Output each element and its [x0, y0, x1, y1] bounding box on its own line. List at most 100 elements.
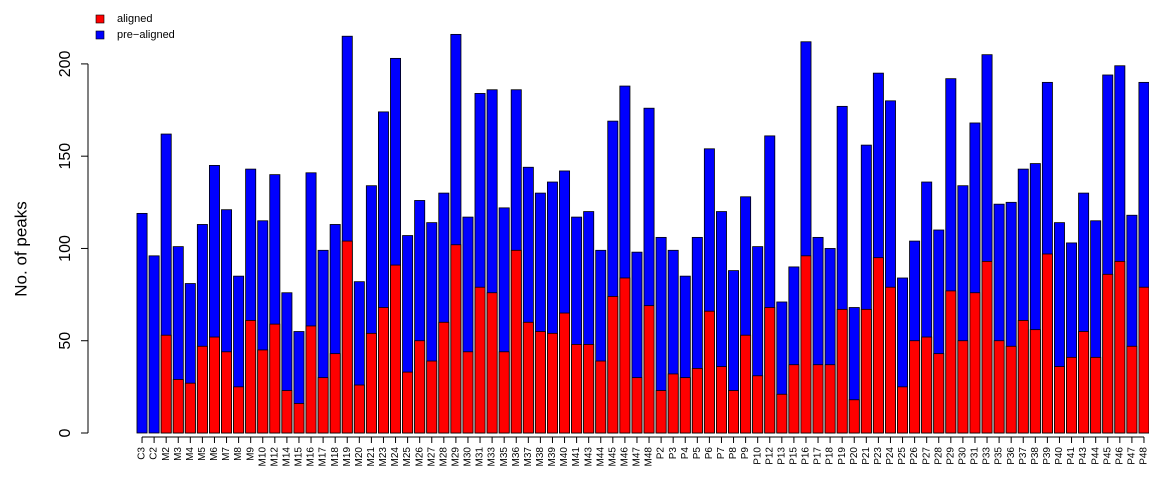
y-axis-label: No. of peaks [11, 201, 30, 296]
bar [607, 296, 619, 434]
bar [1138, 286, 1149, 434]
bar [643, 305, 655, 434]
bar [1126, 345, 1138, 434]
bar [160, 334, 172, 434]
bar [631, 377, 643, 434]
x-tick-label: P31 [970, 447, 981, 465]
bar [438, 321, 450, 434]
bar [257, 349, 269, 434]
bar [522, 321, 534, 434]
x-tick-label: M7 [221, 447, 232, 461]
x-tick-label: M6 [209, 447, 220, 461]
x-tick-label: P21 [861, 447, 872, 465]
bar [848, 399, 860, 434]
bar [715, 366, 727, 434]
x-tick-label: P23 [873, 447, 884, 465]
x-tick-label: M15 [294, 447, 305, 467]
y-tick-label: 200 [57, 50, 74, 77]
bar [559, 312, 571, 434]
bar [1053, 366, 1065, 434]
x-tick-label: P47 [1127, 447, 1138, 465]
x-tick-label: M29 [451, 447, 462, 467]
bar [1102, 273, 1114, 434]
x-tick-label: P16 [801, 447, 812, 465]
bar [269, 323, 281, 434]
x-tick-label: M46 [620, 447, 631, 467]
bar [353, 384, 365, 434]
bar [196, 345, 208, 434]
bar [474, 286, 486, 434]
bar [884, 286, 896, 434]
bar [341, 240, 353, 434]
bar [595, 360, 607, 434]
bar [800, 255, 812, 434]
bar [824, 364, 836, 434]
x-tick-label: M45 [607, 447, 618, 467]
bar [933, 353, 945, 434]
x-tick-label: M30 [463, 447, 474, 467]
bar [909, 340, 921, 434]
y-tick-label: 150 [57, 143, 74, 170]
x-tick-label: P30 [958, 447, 969, 465]
x-tick-label: P41 [1066, 447, 1077, 465]
x-tick-label: M21 [366, 447, 377, 467]
bar [1029, 329, 1041, 434]
bar [281, 390, 293, 434]
x-tick-label: M35 [499, 447, 510, 467]
x-tick-label: M14 [282, 447, 293, 467]
bar [812, 364, 824, 434]
x-tick-label: M48 [644, 447, 655, 467]
bar [679, 377, 691, 434]
x-tick-label: C3 [137, 447, 148, 460]
bar [486, 292, 498, 434]
x-tick-label: P20 [849, 447, 860, 465]
bar [728, 390, 740, 434]
bar [764, 307, 776, 434]
x-tick-label: P19 [837, 447, 848, 465]
x-tick-label: P35 [994, 447, 1005, 465]
bar [377, 307, 389, 434]
x-tick-label: M39 [547, 447, 558, 467]
x-tick-label: P7 [716, 447, 727, 460]
bar [752, 375, 764, 434]
x-tick-label: M25 [402, 447, 413, 467]
bar [583, 344, 595, 434]
x-tick-label: M8 [233, 447, 244, 461]
x-tick-label: P9 [740, 447, 751, 460]
x-tick-label: P36 [1006, 447, 1017, 465]
x-tick-label: M3 [173, 447, 184, 461]
x-tick-label: C2 [149, 447, 160, 460]
bar [1114, 260, 1126, 434]
x-tick-label: P5 [692, 447, 703, 460]
x-tick-label: M24 [390, 447, 401, 467]
x-tick-label: P27 [921, 447, 932, 465]
bar [703, 310, 715, 434]
bar [1066, 356, 1078, 434]
x-tick-label: P15 [789, 447, 800, 465]
bar [969, 292, 981, 434]
bar [450, 244, 462, 434]
x-tick-label: M31 [475, 447, 486, 467]
x-tick-label: P2 [656, 447, 667, 460]
y-tick-label: 50 [57, 332, 74, 350]
x-tick-label: M10 [257, 447, 268, 467]
x-tick-label: P44 [1090, 447, 1101, 465]
bar [788, 364, 800, 434]
x-tick-label: P33 [982, 447, 993, 465]
x-tick-label: M36 [511, 447, 522, 467]
x-tick-label: P37 [1018, 447, 1029, 465]
bar [860, 308, 872, 434]
x-tick-label: P29 [945, 447, 956, 465]
bar [740, 334, 752, 434]
bar [897, 386, 909, 434]
bar [498, 351, 510, 434]
x-tick-label: M38 [535, 447, 546, 467]
bar [317, 377, 329, 434]
bar [245, 320, 257, 434]
bar [546, 332, 558, 434]
x-tick-label: M18 [330, 447, 341, 467]
bar [1005, 345, 1017, 434]
x-tick-label: P46 [1114, 447, 1125, 465]
x-tick-label: M44 [595, 447, 606, 467]
